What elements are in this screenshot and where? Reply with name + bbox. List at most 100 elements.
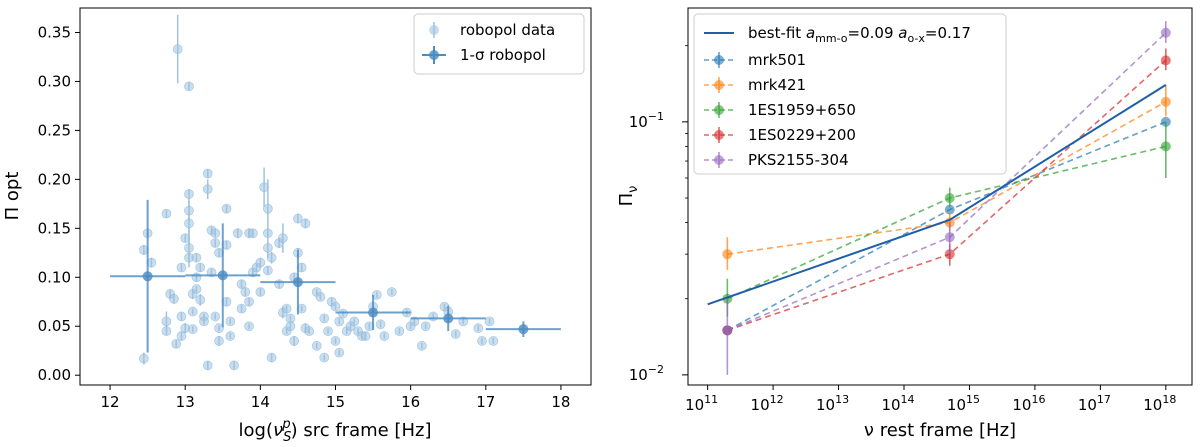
legend-entry-label: 1ES1959+650 — [748, 101, 856, 119]
binned-point — [185, 223, 261, 328]
robopol-point — [210, 311, 221, 322]
robopol-point — [334, 316, 345, 327]
left-x-tick-label: 15 — [326, 393, 345, 411]
robopol-point — [210, 238, 221, 248]
robopol-point — [330, 301, 341, 312]
right-x-tick-label: 1017 — [1078, 393, 1111, 414]
robopol-point — [379, 331, 390, 341]
robopol-point — [187, 306, 198, 317]
left-y-tick-label: 0.05 — [38, 317, 71, 335]
binned-point — [485, 321, 561, 338]
series-point — [722, 249, 733, 260]
binned-point — [110, 199, 186, 353]
left-x-ticks: 12 13 14 15 16 17 18 — [101, 385, 570, 411]
robopol-point — [255, 257, 266, 268]
robopol-point — [277, 223, 288, 253]
robopol-point — [311, 340, 322, 351]
right-x-tick-label: 1013 — [816, 393, 849, 414]
robopol-point — [187, 324, 198, 335]
left-y-tick-label: 0.20 — [38, 170, 71, 188]
robopol-point — [244, 296, 254, 307]
robopol-point — [375, 319, 386, 330]
left-y-tick-label: 0.30 — [38, 72, 71, 90]
left-x-tick-label: 13 — [176, 393, 195, 411]
left-y-tick-label: 0.10 — [38, 268, 71, 286]
legend-1sigma-marker — [422, 46, 446, 64]
robopol-point — [172, 14, 183, 84]
legend-1sigma-label: 1-σ robopol — [460, 46, 546, 64]
legend-robopol-data-marker — [429, 22, 439, 38]
robopol-point — [169, 293, 179, 304]
robopol-point — [349, 316, 360, 327]
legend-entry-label: PKS2155-304 — [748, 151, 849, 169]
robopol-point — [247, 228, 258, 239]
series-point — [1160, 27, 1171, 38]
robopol-point — [300, 218, 311, 229]
robopol-point — [266, 352, 277, 363]
left-legend: robopol data 1-σ robopol — [413, 13, 585, 75]
robopol-point — [285, 321, 296, 332]
left-binned-layer — [110, 199, 561, 353]
robopol-point — [236, 303, 247, 314]
robopol-point — [364, 321, 375, 332]
robopol-point — [394, 326, 405, 337]
robopol-point — [450, 329, 461, 339]
right-x-ticks: 1011 1012 1013 1014 1015 1016 1017 1018 — [685, 385, 1176, 414]
robopol-point — [191, 252, 202, 263]
robopol-point — [262, 265, 273, 276]
robopol-point — [244, 321, 254, 332]
series-point — [1160, 141, 1171, 152]
robopol-point — [184, 252, 194, 263]
robopol-point — [221, 203, 232, 214]
right-plot-frame — [687, 7, 1193, 386]
series-point — [944, 204, 955, 215]
legend-entry: 1ES0229+200 — [704, 126, 856, 144]
robopol-point — [262, 238, 273, 258]
robopol-point — [255, 287, 266, 297]
robopol-point — [176, 262, 187, 273]
legend-robopol-data-label: robopol data — [460, 21, 555, 39]
right-y-tick-label: 10−1 — [629, 110, 664, 131]
right-x-tick-label: 1011 — [685, 393, 718, 414]
robopol-point — [289, 336, 300, 346]
robopol-point — [304, 326, 315, 337]
robopol-point — [195, 293, 206, 306]
robopol-point — [184, 189, 194, 199]
left-y-axis-label: Π opt — [2, 172, 23, 221]
robopol-point — [180, 323, 191, 334]
robopol-point — [195, 262, 206, 273]
binned-point — [335, 294, 411, 331]
robopol-point — [319, 352, 330, 363]
robopol-point — [225, 316, 236, 327]
robopol-point — [360, 331, 371, 341]
legend-entry-label: 1ES0229+200 — [748, 126, 856, 144]
right-x-tick-label: 1018 — [1143, 393, 1176, 414]
robopol-point — [293, 213, 303, 224]
robopol-point — [236, 279, 247, 290]
left-x-tick-label: 12 — [101, 393, 120, 411]
robopol-point — [417, 340, 427, 351]
legend-entry-label: mrk421 — [748, 76, 806, 94]
robopol-point — [488, 336, 499, 346]
robopol-point — [262, 179, 273, 239]
left-x-tick-label: 17 — [476, 393, 495, 411]
binned-point — [260, 249, 336, 315]
right-x-tick-label: 1015 — [947, 393, 980, 414]
robopol-point — [484, 316, 495, 327]
robopol-point — [334, 347, 345, 358]
robopol-point — [199, 316, 209, 327]
robopol-point — [138, 352, 149, 365]
robopol-point — [240, 287, 251, 297]
robopol-point — [202, 179, 213, 199]
right-y-tick-label: 10−2 — [629, 363, 664, 384]
left-x-tick-label: 18 — [551, 393, 570, 411]
left-y-tick-label: 0.15 — [38, 219, 71, 237]
right-y-axis-label: Πν — [616, 186, 641, 207]
legend-entry: 1ES1959+650 — [704, 101, 856, 119]
left-y-tick-label: 0.00 — [38, 366, 71, 384]
series-point — [722, 325, 733, 336]
robopol-point — [184, 81, 194, 92]
left-panel: 12 13 14 15 16 17 18 0.000.050.100.150.200.250… — [2, 7, 592, 445]
robopol-point — [214, 247, 224, 258]
